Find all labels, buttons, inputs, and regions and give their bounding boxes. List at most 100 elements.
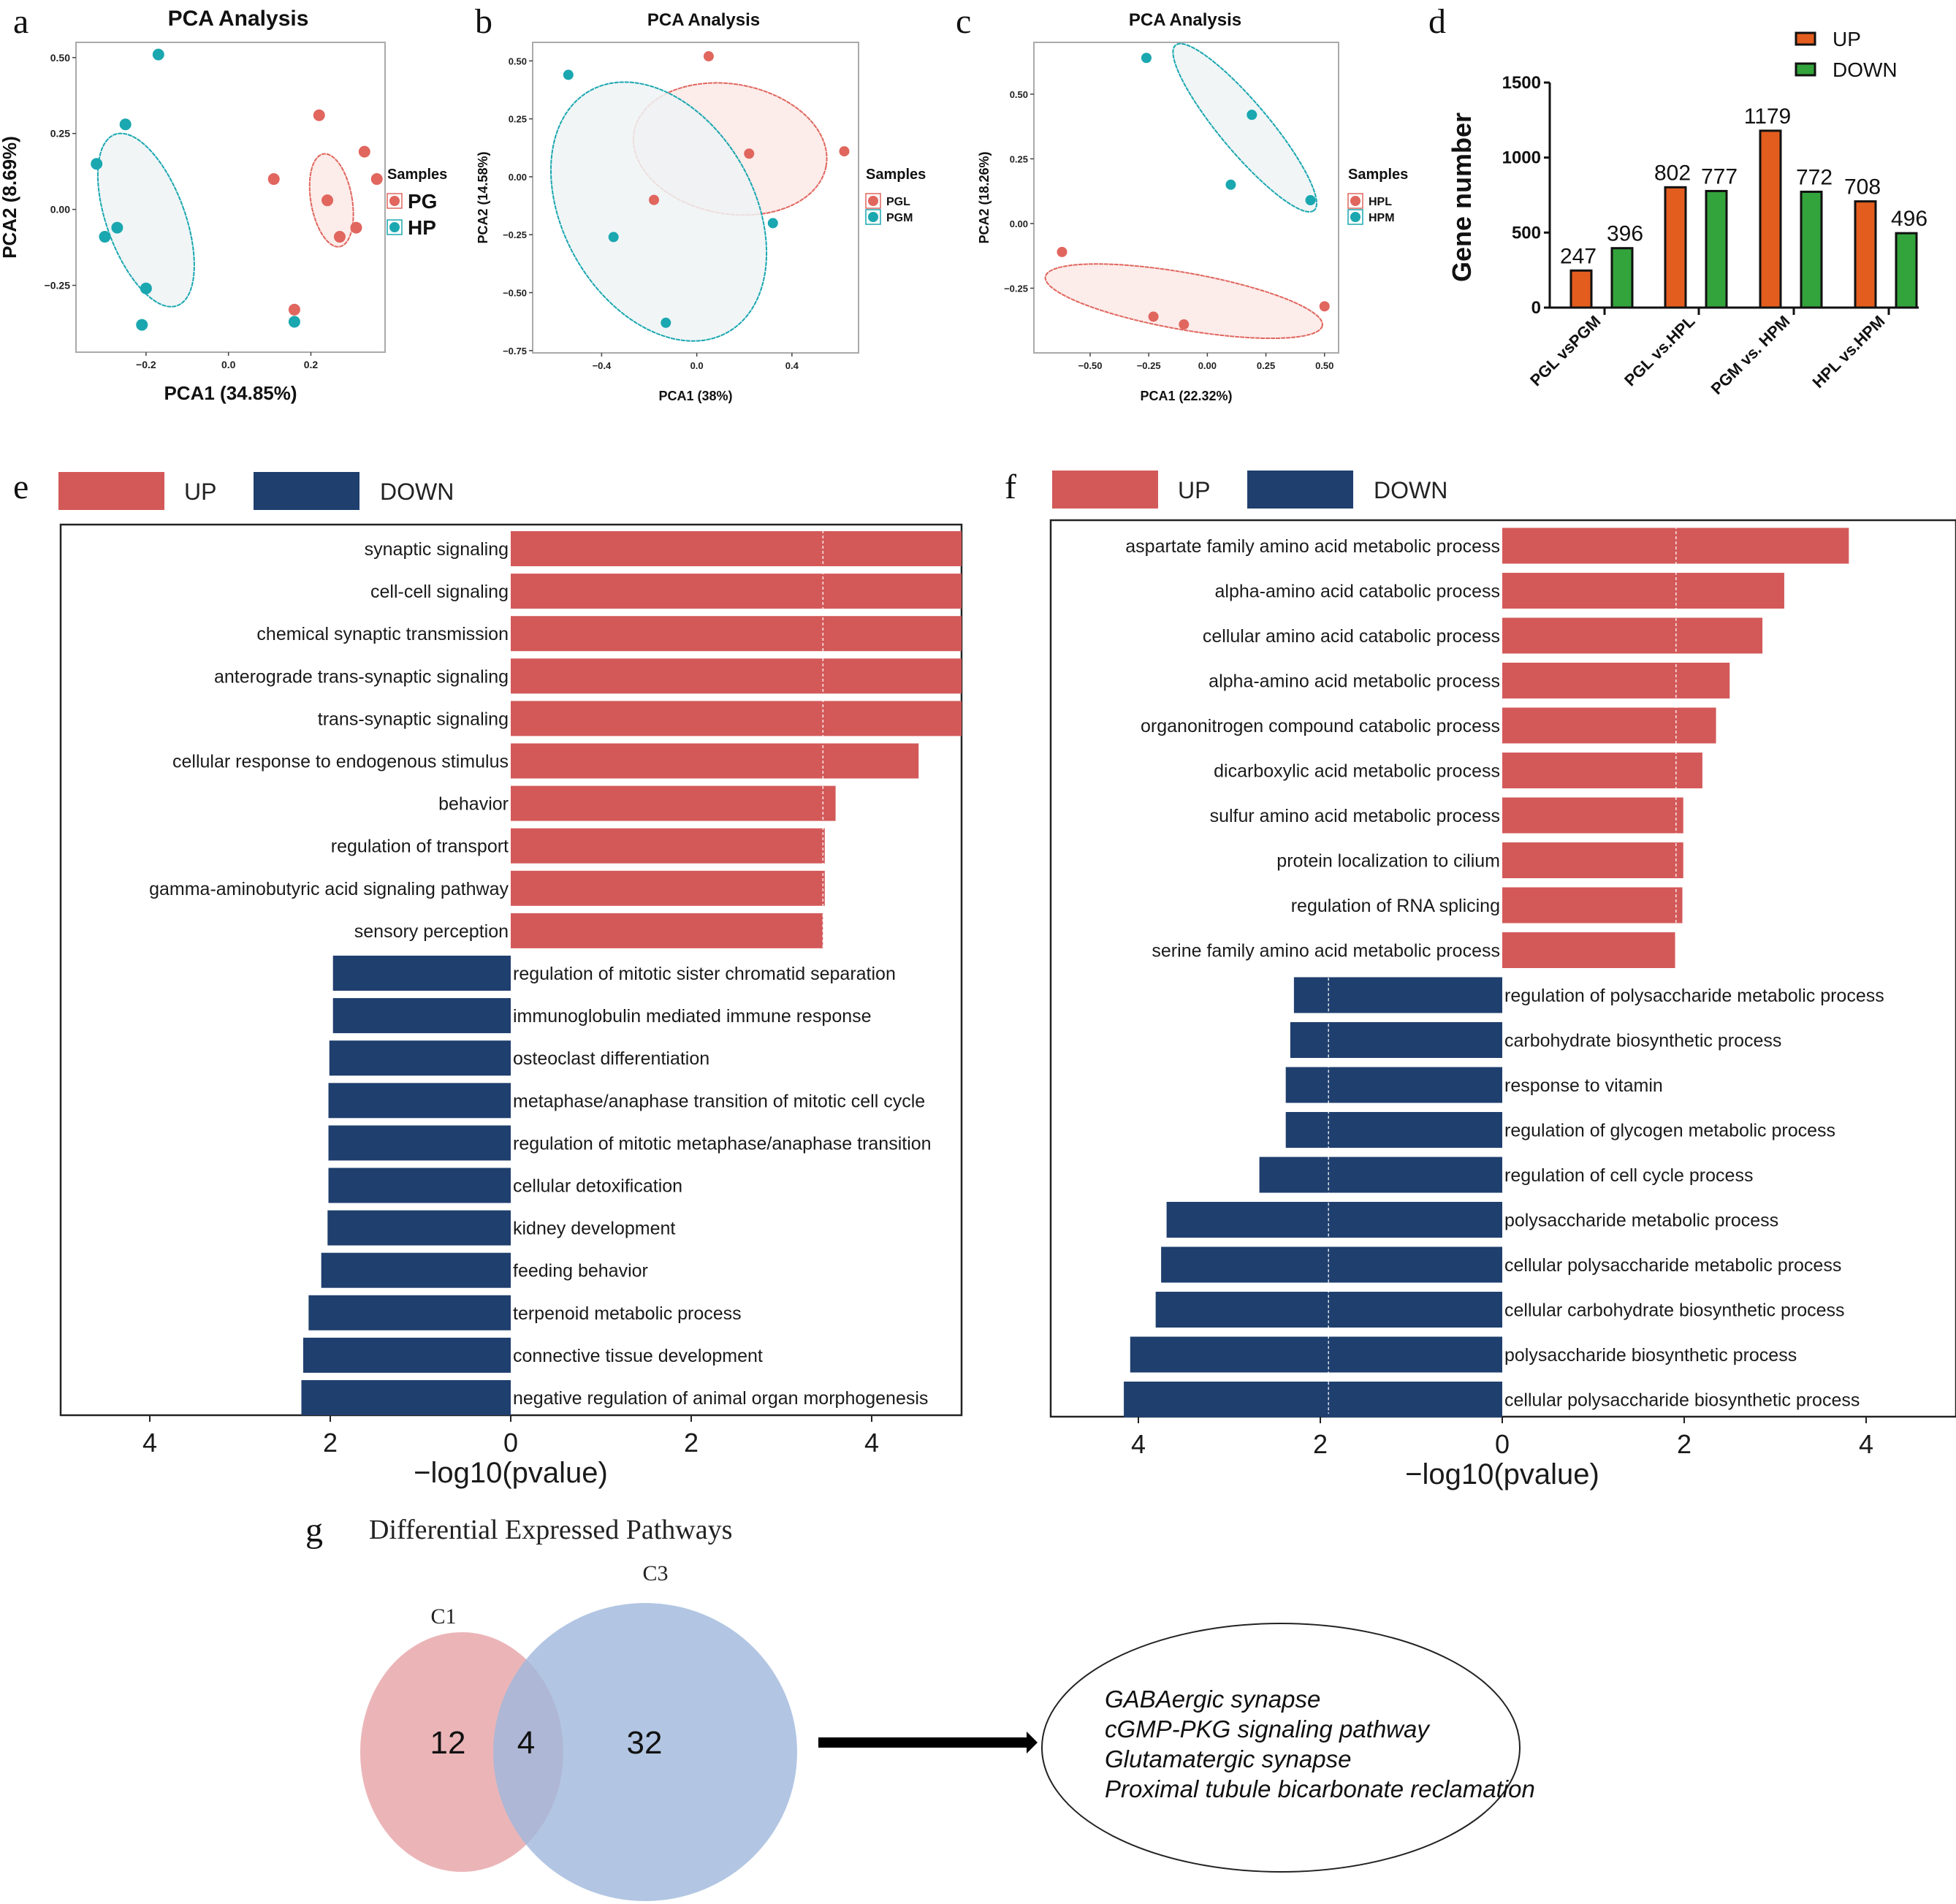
term-label-down: carbohydrate biosynthetic process	[1504, 1031, 1781, 1051]
data-point-PG	[288, 303, 300, 316]
bar-value-label: 772	[1796, 165, 1833, 189]
bar-up	[1854, 200, 1877, 309]
data-point-HP	[99, 231, 111, 243]
term-label-down: cellular polysaccharide metabolic proces…	[1504, 1255, 1841, 1276]
legend-key-dot	[868, 196, 878, 206]
bar-up	[511, 531, 962, 566]
bar-up	[1502, 797, 1683, 834]
x-tick-label: 0	[503, 1428, 518, 1458]
y-tick-label: 0	[1531, 298, 1541, 318]
term-label-up: dicarboxylic acid metabolic process	[1214, 761, 1500, 782]
bar-down	[1130, 1336, 1502, 1373]
x-tick-label: 0	[1495, 1429, 1510, 1459]
y-axis-label: PCA2 (8.69%)	[0, 136, 20, 259]
bar-up	[511, 870, 825, 906]
bar-down	[1166, 1202, 1502, 1238]
panel-letter-b: b	[475, 2, 492, 41]
term-label-down: metaphase/anaphase transition of mitotic…	[513, 1091, 925, 1111]
legend-key-up	[58, 472, 164, 510]
bar-down	[321, 1252, 511, 1288]
pca-panel-c: PCA Analysis −0.50 −0.25 0.00 0.25 0.50 −0.25 0…	[977, 10, 1408, 403]
x-tick-label: 0.4	[785, 360, 799, 371]
data-point-HP	[140, 282, 152, 294]
legend-title: Samples	[866, 167, 926, 183]
go-panel-e: UP DOWN synaptic signaling cell-cell signal…	[58, 472, 963, 1489]
bar-value-label: 1179	[1744, 104, 1792, 129]
term-label-down: osteoclast differentiation	[513, 1048, 709, 1069]
term-label-up: alpha-amino acid metabolic process	[1209, 671, 1500, 692]
chart-title: PCA Analysis	[647, 10, 760, 30]
y-tick-label: 0.50	[509, 56, 527, 66]
bar-value-label: 396	[1607, 222, 1643, 246]
bar-down	[1705, 189, 1728, 309]
data-point-PG	[321, 194, 334, 207]
legend-title: Samples	[1348, 167, 1408, 183]
bar-down	[308, 1295, 511, 1330]
pca-panel-b: PCA Analysis −0.4 0.0 0.4 −0.75 −0.50 −0.25 0.0…	[476, 10, 926, 403]
x-tick-label: 0.2	[304, 359, 319, 370]
data-point-PG	[358, 145, 370, 158]
y-tick-label: −0.25	[503, 229, 527, 240]
bar-up	[1502, 842, 1683, 878]
bar-up	[1502, 887, 1683, 924]
legend-label-down: DOWN	[1374, 477, 1447, 503]
x-tick-label: 4	[142, 1428, 157, 1458]
bar-down	[328, 1083, 511, 1119]
legend-label: HPL	[1369, 196, 1392, 208]
term-label-down: cellular polysaccharide biosynthetic pro…	[1504, 1390, 1860, 1411]
term-label-down: connective tissue development	[513, 1346, 763, 1366]
legend-key-dot	[389, 196, 400, 206]
legend-label: DOWN	[1833, 58, 1898, 81]
term-label-down: terpenoid metabolic process	[513, 1303, 742, 1324]
data-point-PGL	[649, 194, 660, 205]
legend-key	[1795, 62, 1816, 77]
term-label-up: trans-synaptic signaling	[318, 709, 509, 729]
arrow-shaft	[818, 1737, 1030, 1748]
legend-label-up: UP	[184, 479, 216, 505]
x-axis-label: PCA1 (22.32%)	[1140, 389, 1232, 403]
term-label-down: polysaccharide metabolic process	[1504, 1211, 1778, 1231]
term-label-up: regulation of transport	[331, 837, 509, 857]
venn-label-c3: C3	[642, 1561, 668, 1585]
data-point-PGM	[563, 69, 574, 80]
bar-value-label: 708	[1844, 175, 1881, 199]
term-label-up: behavior	[438, 794, 509, 815]
x-tick-label: 0.0	[690, 360, 704, 371]
data-point-PG	[267, 173, 280, 186]
y-axis-label: PCA2 (18.26%)	[977, 151, 992, 243]
y-tick-label: 500	[1512, 223, 1541, 243]
legend-key	[1795, 31, 1816, 46]
x-tick-label: 4	[1859, 1429, 1873, 1459]
data-point-PG	[370, 173, 383, 186]
bar-down	[327, 1210, 511, 1246]
y-tick-label: 0.50	[1010, 89, 1028, 100]
bar-down	[328, 1125, 511, 1161]
bar-down	[1895, 232, 1918, 309]
data-point-HP	[136, 319, 148, 331]
term-label-down: kidney development	[513, 1219, 675, 1239]
legend-label: PGM	[886, 212, 913, 224]
venn-panel-g: Differential Expressed Pathways C1 C3 12 4 32…	[360, 1515, 1535, 1901]
bar-down	[332, 998, 511, 1034]
bar-down	[1259, 1157, 1502, 1193]
y-tick-label: 0.25	[50, 128, 70, 140]
shared-pathway-item: Glutamatergic synapse	[1105, 1745, 1352, 1772]
term-label-up: cellular amino acid catabolic process	[1203, 626, 1500, 647]
data-point-PG	[313, 109, 325, 121]
chart-title: PCA Analysis	[1129, 10, 1241, 30]
legend-key-dot	[389, 222, 400, 232]
venn-set-c3	[493, 1603, 797, 1901]
bar-value-label: 802	[1654, 161, 1691, 185]
venn-count-c3-only: 32	[627, 1725, 663, 1761]
data-point-HPL	[1148, 311, 1159, 322]
bar-up	[1759, 129, 1782, 309]
data-point-HPL	[1319, 301, 1330, 312]
data-point-PGM	[608, 232, 619, 243]
x-axis-label: −log10(pvalue)	[1405, 1458, 1599, 1490]
term-label-down: polysaccharide biosynthetic process	[1504, 1345, 1797, 1366]
term-label-up: regulation of RNA splicing	[1291, 896, 1500, 916]
term-label-up: gamma-aminobutyric acid signaling pathwa…	[149, 879, 509, 899]
x-tick-label: −0.50	[1078, 360, 1103, 371]
bar-up	[511, 658, 962, 694]
x-tick-label: 4	[1131, 1429, 1146, 1459]
